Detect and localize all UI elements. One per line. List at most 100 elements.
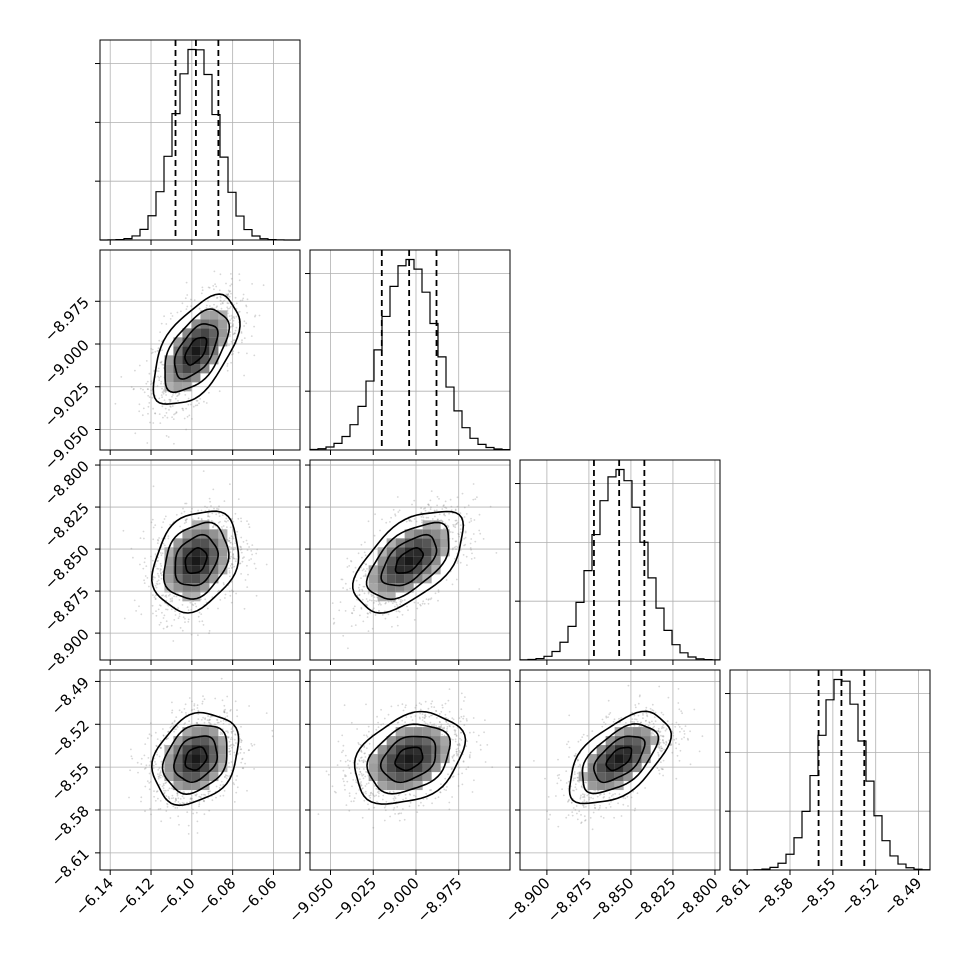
sample-point — [670, 743, 673, 746]
sample-point — [140, 757, 143, 760]
sample-point — [663, 742, 665, 745]
sample-point — [230, 736, 233, 739]
sample-point — [221, 514, 224, 516]
sample-point — [123, 617, 126, 620]
sample-point — [228, 570, 231, 572]
sample-point — [232, 333, 235, 336]
sample-point — [162, 783, 165, 785]
sample-point — [176, 792, 179, 795]
sample-point — [681, 712, 683, 715]
sample-point — [630, 796, 633, 799]
sample-point — [181, 604, 184, 606]
sample-point — [443, 513, 446, 515]
sample-point — [364, 790, 367, 793]
sample-point — [200, 613, 203, 615]
sample-point — [171, 711, 173, 714]
sample-point — [438, 721, 441, 723]
density-cell — [395, 745, 405, 755]
sample-point — [207, 515, 209, 518]
sample-point — [221, 733, 224, 735]
sample-point — [166, 806, 169, 808]
sample-point — [211, 596, 214, 599]
sample-point — [446, 726, 449, 728]
sample-point — [484, 719, 486, 722]
sample-point — [151, 351, 154, 354]
density-cell — [413, 547, 423, 557]
sample-point — [576, 780, 579, 782]
sample-point — [162, 734, 165, 737]
density-cell — [404, 547, 414, 557]
sample-point — [633, 721, 636, 723]
sample-point — [370, 599, 373, 602]
sample-point — [192, 812, 195, 815]
panel-frame — [729, 669, 931, 871]
density-cell — [404, 574, 414, 584]
sample-point — [219, 599, 222, 601]
sample-point — [173, 595, 176, 598]
sample-point — [172, 640, 175, 642]
sample-point — [226, 730, 229, 733]
sample-point — [434, 797, 437, 800]
sample-point — [181, 407, 184, 410]
sample-point — [365, 703, 367, 706]
sample-point — [452, 759, 455, 762]
sample-point — [161, 552, 164, 555]
sample-point — [230, 292, 232, 295]
sample-point — [231, 548, 234, 550]
sample-point — [129, 769, 132, 772]
sample-point — [186, 518, 188, 520]
sample-point — [469, 731, 471, 734]
density-cell — [440, 547, 450, 557]
sample-point — [169, 405, 172, 408]
sample-point — [189, 403, 192, 406]
density-cell — [440, 529, 450, 539]
y-tick-label: −8.900 — [41, 625, 93, 677]
sample-point — [161, 594, 163, 597]
density-cell — [377, 583, 387, 593]
density-cell — [413, 781, 423, 791]
sample-point — [146, 380, 149, 383]
sample-point — [238, 562, 241, 565]
sample-point — [156, 350, 159, 352]
sample-point — [220, 677, 223, 680]
sample-point — [580, 785, 583, 787]
sample-point — [435, 725, 437, 727]
density-cell — [368, 574, 378, 584]
sample-point — [355, 579, 358, 582]
sample-point — [167, 730, 170, 733]
sample-point — [150, 347, 153, 350]
sample-point — [633, 724, 636, 727]
sample-point — [236, 786, 239, 789]
sample-point — [406, 605, 408, 608]
sample-point — [364, 756, 367, 758]
sample-point — [241, 299, 244, 302]
sample-point — [449, 725, 451, 728]
density-cell — [191, 583, 201, 593]
sample-point — [224, 716, 227, 719]
sample-point — [454, 508, 457, 511]
sample-point — [207, 790, 210, 793]
sample-point — [419, 604, 422, 607]
sample-point — [360, 577, 362, 579]
histogram-p1 — [309, 258, 510, 451]
sample-point — [169, 600, 172, 603]
sample-point — [404, 706, 407, 709]
sample-point — [157, 797, 159, 800]
sample-point — [235, 742, 237, 744]
density-cell — [173, 364, 183, 374]
sample-point — [229, 290, 232, 293]
sample-point — [161, 349, 164, 351]
density-cell — [623, 745, 633, 755]
sample-point — [474, 540, 477, 543]
sample-point — [229, 744, 232, 747]
sample-point — [165, 394, 168, 396]
sample-point — [170, 608, 173, 611]
density-cell — [200, 763, 210, 773]
sample-point — [143, 768, 146, 770]
sample-point — [381, 614, 384, 616]
scatter-panel-p2-p0 — [95, 459, 301, 665]
sample-point — [421, 602, 424, 605]
sample-point — [361, 774, 364, 777]
sample-point — [588, 798, 591, 801]
sample-point — [142, 407, 145, 410]
